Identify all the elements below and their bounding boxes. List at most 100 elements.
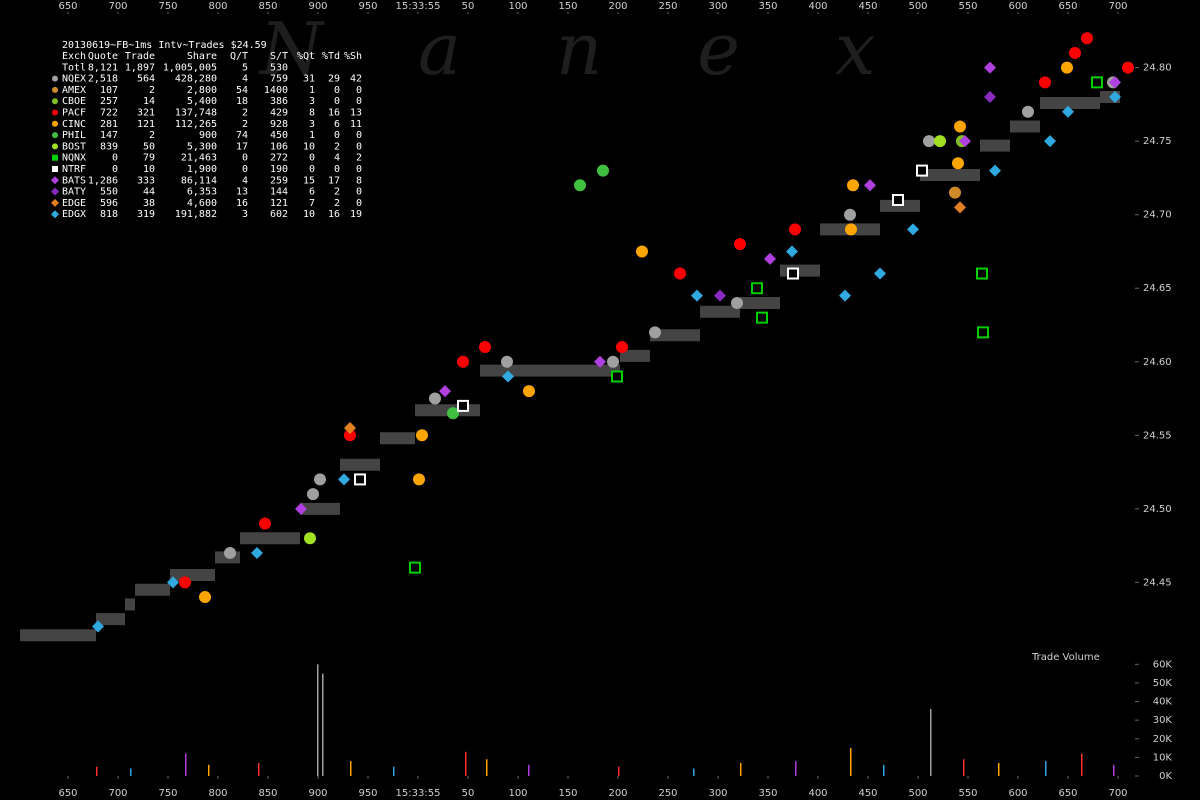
- legend-icon: [52, 98, 58, 105]
- legend-icon: [52, 154, 58, 161]
- table-cell: 4: [242, 175, 248, 186]
- trade-marker: [1122, 61, 1134, 74]
- x-tick-label: 950: [358, 788, 377, 799]
- legend-label: BATS: [62, 175, 86, 186]
- legend-label: BOST: [62, 141, 86, 152]
- x-tick-label: 750: [158, 788, 177, 799]
- y-tick-label: 60K: [1153, 659, 1173, 670]
- table-cell: 86,114: [181, 175, 217, 186]
- y-tick-label: 24.45: [1143, 577, 1172, 588]
- table-cell: 54: [236, 85, 248, 96]
- trade-marker: [607, 355, 619, 368]
- table-cell: 14: [143, 96, 155, 107]
- table-header: %Td: [322, 51, 340, 62]
- trade-marker: [787, 267, 799, 280]
- volume-bar: [740, 762, 742, 776]
- trade-marker: [1109, 76, 1121, 89]
- legend-label: NQEX: [62, 74, 86, 85]
- x-tick-label: 600: [1008, 1, 1027, 12]
- table-cell: 0: [356, 130, 362, 141]
- table-cell: 18: [236, 96, 248, 107]
- watermark: Nanex: [258, 7, 971, 91]
- table-cell: 281: [100, 119, 118, 130]
- trade-marker: [751, 282, 763, 295]
- y-tick-label: 24.80: [1143, 63, 1172, 74]
- table-cell: 44: [143, 187, 155, 198]
- x-tick-label: 200: [608, 1, 627, 12]
- trade-marker: [429, 392, 441, 405]
- trade-marker: [934, 135, 946, 148]
- table-cell: 0: [356, 198, 362, 209]
- y-tick-label: 30K: [1153, 715, 1173, 726]
- table-total: Totl: [62, 62, 86, 73]
- trade-marker: [1091, 76, 1103, 89]
- legend-icon: [51, 198, 59, 207]
- table-cell: 0: [334, 164, 340, 175]
- table-cell: 0: [334, 130, 340, 141]
- volume-bar: [1113, 764, 1115, 776]
- table-cell: 0: [242, 153, 248, 164]
- y-tick-label: 24.60: [1143, 357, 1172, 368]
- volume-bar: [883, 764, 885, 776]
- table-header: Share: [187, 51, 217, 62]
- x-tick-label: 150: [558, 788, 577, 799]
- x-tick-label: 550: [958, 1, 977, 12]
- table-total: 1,005,005: [163, 62, 217, 73]
- trade-marker: [457, 355, 469, 368]
- x-tick-label: 650: [1058, 1, 1077, 12]
- legend-icon: [51, 187, 59, 196]
- table-cell: 6: [334, 119, 340, 130]
- trade-marker: [501, 355, 513, 368]
- table-cell: 8: [309, 108, 315, 119]
- trade-marker: [839, 289, 851, 302]
- table-cell: 0: [242, 164, 248, 175]
- table-cell: 16: [328, 209, 340, 220]
- table-header: Q/T: [230, 51, 248, 62]
- trade-marker: [1039, 76, 1051, 89]
- table-cell: 2: [149, 130, 155, 141]
- trade-marker: [338, 473, 350, 486]
- x-tick-label: 15:33:55: [396, 1, 441, 12]
- x-tick-label: 800: [208, 788, 227, 799]
- trade-marker: [949, 186, 961, 199]
- table-cell: 31: [303, 74, 315, 85]
- table-cell: 106: [270, 141, 288, 152]
- table-header: Quote: [88, 51, 118, 62]
- volume-bar: [693, 768, 695, 776]
- trade-marker: [734, 238, 746, 251]
- table-total: 8,121: [88, 62, 118, 73]
- trade-marker: [731, 296, 743, 309]
- table-cell: 1,286: [88, 175, 118, 186]
- table-cell: 550: [100, 187, 118, 198]
- y-tick-label: 20K: [1153, 734, 1173, 745]
- trade-marker: [167, 576, 179, 589]
- trade-marker: [413, 473, 425, 486]
- table-cell: 0: [112, 153, 118, 164]
- volume-bar: [350, 761, 352, 776]
- trade-marker: [874, 267, 886, 280]
- table-cell: 2: [242, 108, 248, 119]
- x-tick-label: 250: [658, 1, 677, 12]
- volume-bar: [317, 664, 319, 776]
- table-cell: 333: [137, 175, 155, 186]
- trade-marker: [179, 576, 191, 589]
- trade-marker: [789, 223, 801, 236]
- x-tick-label: 450: [858, 788, 877, 799]
- table-cell: 112,265: [175, 119, 217, 130]
- trade-marker: [344, 421, 356, 434]
- trade-marker: [952, 157, 964, 170]
- table-cell: 596: [100, 198, 118, 209]
- table-cell: 15: [303, 175, 315, 186]
- table-cell: 759: [270, 74, 288, 85]
- table-cell: 259: [270, 175, 288, 186]
- volume-bar: [998, 762, 1000, 776]
- table-cell: 5,400: [187, 96, 217, 107]
- legend-label: BATY: [62, 187, 86, 198]
- trade-marker: [1069, 46, 1081, 59]
- volume-bar: [486, 759, 488, 776]
- x-tick-label: 900: [308, 1, 327, 12]
- volume-bar: [795, 761, 797, 776]
- table-cell: 190: [270, 164, 288, 175]
- trade-marker: [976, 267, 988, 280]
- x-tick-label: 200: [608, 788, 627, 799]
